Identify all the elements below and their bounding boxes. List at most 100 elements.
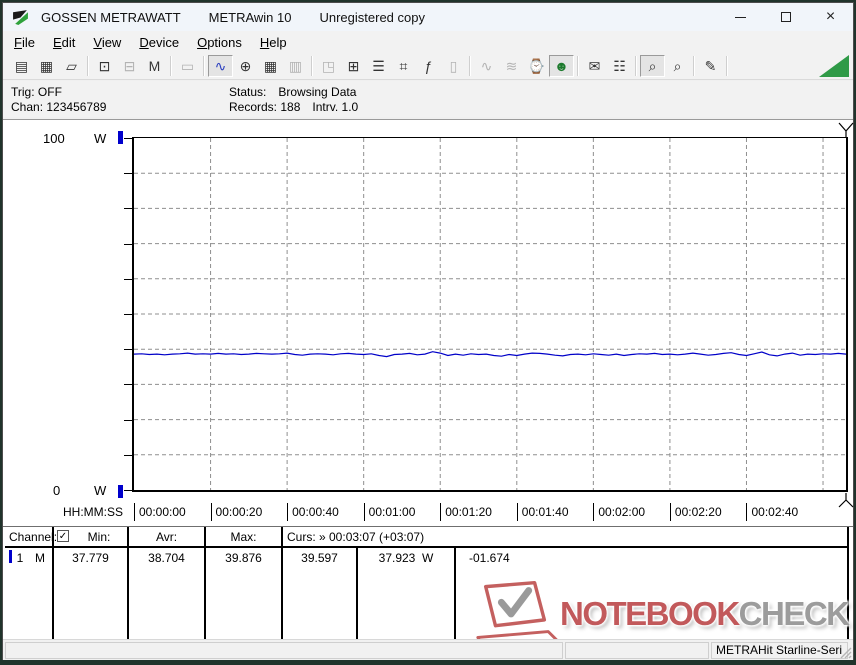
menu-view[interactable]: View [93,34,122,50]
read-from-device-icon[interactable]: ⊡ [98,57,111,74]
status-panel: Trig: OFF Chan: 123456789 Status: Browsin… [3,81,853,117]
table-gridline [52,527,54,640]
y-tick [124,243,132,245]
write-to-device-icon: ⊟ [123,57,136,74]
zoom-value-icon[interactable]: ⌕ [673,57,682,74]
table-header-divider [5,546,847,548]
statusbar-device-panel: METRAHit Starline-Seri [711,642,848,659]
table-gridline [127,527,129,640]
value-max: 39.876 [225,551,262,565]
browse-status: Status: Browsing Data [229,85,357,99]
save-icon[interactable]: ▤ [14,57,29,74]
col-header-max: Max: [230,530,257,544]
close-button[interactable]: × [808,3,853,31]
menu-help[interactable]: Help [259,34,287,50]
toolbar-separator [577,56,579,76]
value-delta: -01.674 [469,551,510,565]
minimize-icon [735,16,746,18]
toolbar-separator [693,56,695,76]
channel-settings-icon[interactable]: ☰ [372,57,385,74]
formula-icon[interactable]: ƒ [424,58,433,74]
channel-list: Chan: 123456789 [11,100,107,114]
memory-read-icon[interactable]: M [148,58,161,74]
col-header-channel: Channel: [9,530,58,544]
y-max-label: 100 [43,131,65,146]
y-max-unit: W [94,131,107,146]
device-monitor-icon[interactable]: ⌗ [399,57,408,74]
col-header-min: Min: [87,530,111,544]
checkmark-icon: ✓ [58,531,68,542]
timer-record-icon[interactable]: ⌚ [527,57,546,74]
y-tick [124,490,132,491]
channel-number: 1 [16,551,24,565]
cursor2-top-marker[interactable] [838,122,854,137]
table-view-icon[interactable]: ▦ [263,57,278,74]
app-logo-icon [13,9,28,25]
wave-multi-icon: ≋ [505,57,518,74]
comment-icon[interactable]: ✎ [704,57,717,74]
minimize-button[interactable] [718,3,763,31]
x-tick-label: 00:02:40 [746,503,798,521]
menu-edit[interactable]: Edit [52,34,76,50]
menu-device[interactable]: Device [139,34,180,50]
toolbar-separator [170,56,172,76]
table-gridline [847,527,849,640]
value-cursor-b: 37.923 W [378,551,434,565]
maximize-icon [780,12,791,22]
open-folder-icon[interactable]: ▱ [66,57,77,74]
x-tick-label: 00:01:20 [440,503,492,521]
y-axis-top-marker [118,131,123,144]
crosshair-cursor-icon[interactable]: ⊕ [239,57,252,74]
status-bar: METRAHit Starline-Seri [3,639,853,660]
zoom-time-icon[interactable]: ⌕ [640,55,665,77]
store-to-device-icon[interactable]: ⊞ [347,57,360,74]
y-tick [124,419,132,421]
y-tick [124,384,132,386]
table-gridline [281,527,283,640]
y-min-unit: W [94,483,107,498]
y-tick [124,349,132,351]
cursor2-bottom-marker[interactable] [838,493,854,508]
resize-grip[interactable] [838,645,852,659]
table-gridline [356,548,358,640]
chart-view-icon[interactable]: ∿ [208,55,233,77]
live-monitor-icon[interactable]: ☻ [549,55,574,77]
x-tick-label: 00:00:40 [287,503,339,521]
maximize-button[interactable] [763,3,808,31]
y-tick [124,173,132,175]
toolbar-separator [469,56,471,76]
toolbar-separator [87,56,89,76]
records-status: Records: 188 Intrv. 1.0 [229,100,359,114]
channel-checkbox[interactable]: ✓ [57,530,69,542]
toolbar-separator [311,56,313,76]
menu-bar: File Edit View Device Options Help [3,31,853,53]
statusbar-panel-2 [565,642,709,659]
export-data-icon: ◳ [321,57,336,74]
device-config-icon: ▯ [449,57,458,74]
close-icon: × [825,8,836,25]
menu-file[interactable]: File [14,34,35,50]
x-tick-label: 00:01:00 [363,503,415,521]
y-min-label: 0 [53,483,61,498]
channel1-color-marker [9,550,12,563]
value-cursor-a: 39.597 [301,551,338,565]
wave-single-icon: ∿ [480,57,493,74]
print-icon[interactable]: ☷ [613,57,626,74]
y-tick [124,454,132,456]
menu-options[interactable]: Options [197,34,242,50]
col-header-avr: Avr: [155,530,178,544]
title-app-name: GOSSEN METRAWATT [41,9,181,25]
x-tick-label: 00:00:20 [210,503,262,521]
device-display-icon: ▭ [180,57,195,74]
x-tick-label: 00:02:20 [669,503,722,521]
table-gridline [204,527,206,640]
print-report-icon[interactable]: ✉ [588,57,601,74]
plot-area[interactable] [132,137,848,492]
save-as-icon[interactable]: ▦ [39,57,54,74]
y-tick [124,278,132,280]
table-gridline [454,548,456,640]
channel-mode: M [35,551,45,565]
x-tick-label: 00:02:00 [593,503,645,521]
x-tick-label: 00:01:40 [516,503,569,521]
